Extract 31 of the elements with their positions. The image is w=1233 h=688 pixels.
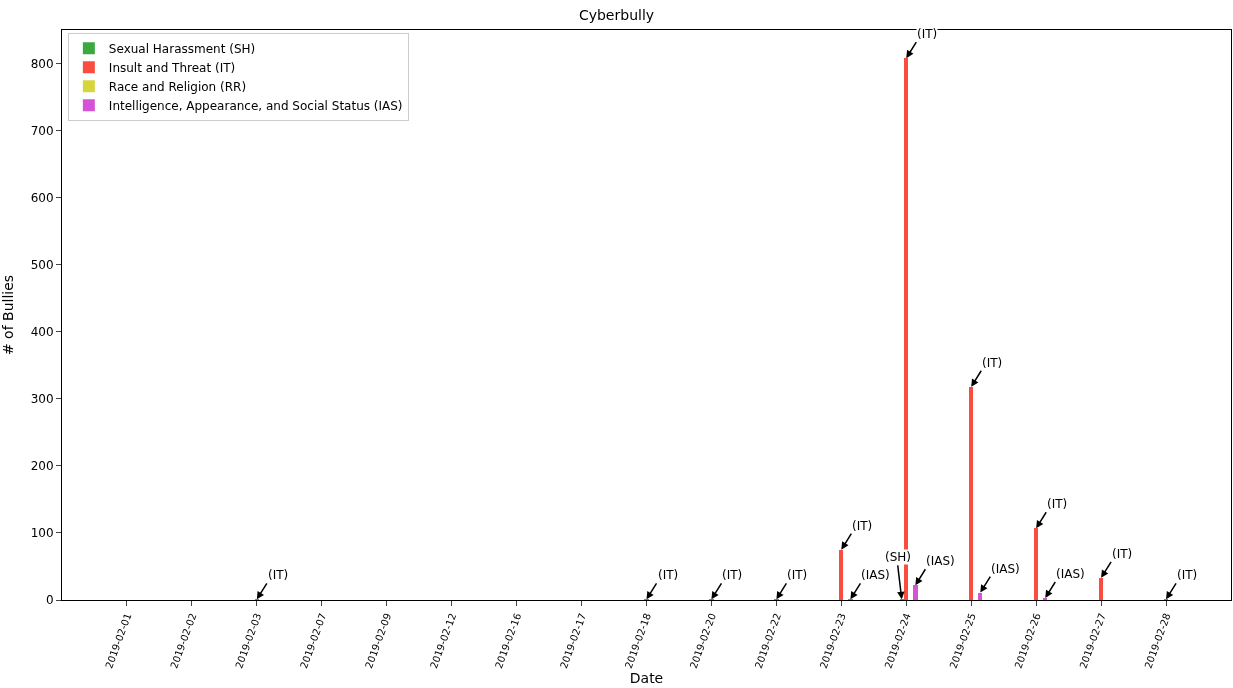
legend-label: Sexual Harassment (SH) xyxy=(108,42,256,57)
annotation: (IT) xyxy=(982,356,1003,370)
y-tick-label: 400 xyxy=(30,324,54,339)
annotation: (IT) xyxy=(722,568,743,582)
legend-label: Race and Religion (RR) xyxy=(108,80,247,95)
x-axis-title: Date xyxy=(629,670,664,687)
annotation: (IT) xyxy=(1047,497,1068,511)
y-tick-label: 600 xyxy=(30,190,54,205)
annotation: (IAS) xyxy=(1056,567,1085,581)
y-tick-label: 500 xyxy=(30,257,54,272)
annotation: (IAS) xyxy=(861,568,890,582)
y-tick-label: 800 xyxy=(30,56,54,71)
annotation: (IAS) xyxy=(926,554,955,568)
annotation: (IT) xyxy=(658,568,679,582)
y-tick-label: 200 xyxy=(30,459,54,474)
y-tick-label: 700 xyxy=(30,123,54,138)
annotation: (IT) xyxy=(852,519,873,533)
legend-label: Insult and Threat (IT) xyxy=(108,61,236,76)
legend-label: Intelligence, Appearance, and Social Status (IAS) xyxy=(108,99,403,114)
annotation: (IAS) xyxy=(991,562,1020,576)
annotation: (SH) xyxy=(885,550,912,564)
annotation: (IT) xyxy=(1177,568,1198,582)
annotation: (IT) xyxy=(787,568,808,582)
annotation: (IT) xyxy=(1112,547,1133,561)
y-tick-label: 300 xyxy=(30,392,54,407)
y-axis-title: # of Bullies xyxy=(0,274,16,356)
y-tick-label: 0 xyxy=(45,593,54,608)
chart-title: Cyberbully xyxy=(578,7,655,24)
annotation: (IT) xyxy=(917,27,938,41)
annotation: (IT) xyxy=(268,568,289,582)
y-tick-label: 100 xyxy=(30,526,54,541)
